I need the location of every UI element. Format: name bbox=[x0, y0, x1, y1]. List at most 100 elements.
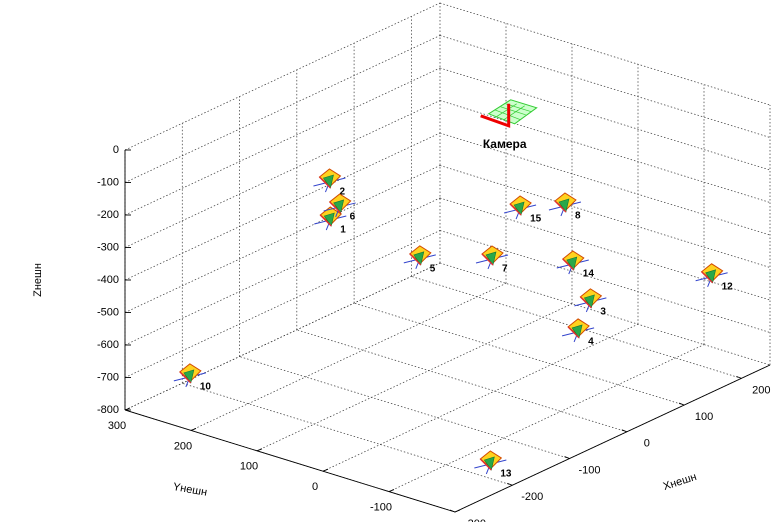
pose-marker bbox=[173, 363, 206, 388]
pose-cone bbox=[323, 212, 335, 227]
y-tick-label: -100 bbox=[370, 502, 392, 514]
x-tick-label: -100 bbox=[579, 464, 601, 476]
pose-marker bbox=[574, 288, 607, 313]
x-tick-label: 100 bbox=[695, 411, 713, 423]
z-tick-label: -300 bbox=[97, 241, 119, 253]
pose-axis bbox=[409, 253, 422, 266]
pose-marker bbox=[503, 195, 537, 220]
pose-marker bbox=[474, 450, 507, 475]
pose-label: 5 bbox=[430, 264, 436, 275]
z-tick-label: -700 bbox=[97, 371, 119, 383]
grid-line bbox=[296, 329, 627, 433]
grid-line bbox=[124, 230, 441, 378]
pose-marker bbox=[403, 245, 436, 270]
z-tick-label: -800 bbox=[97, 404, 119, 416]
x-tick-label: 0 bbox=[644, 438, 650, 450]
camera-label: Камера bbox=[483, 137, 527, 151]
camera-grid bbox=[500, 106, 526, 116]
x-tick bbox=[449, 509, 456, 513]
pose-label: 10 bbox=[200, 382, 212, 393]
pose-cone bbox=[485, 251, 497, 266]
pose-axis bbox=[479, 458, 492, 471]
grid-line bbox=[256, 303, 573, 452]
pose-axis bbox=[509, 203, 522, 216]
pose-marker bbox=[556, 250, 589, 275]
pose-label: 15 bbox=[530, 214, 542, 225]
pose-cone bbox=[571, 324, 583, 339]
grid-line bbox=[439, 35, 771, 138]
pose-cone bbox=[558, 198, 570, 213]
pose-axis bbox=[701, 271, 714, 284]
z-axis-label: Zнешн bbox=[32, 263, 44, 297]
z-tick-label: -500 bbox=[97, 306, 119, 318]
pose-cone bbox=[566, 256, 578, 271]
grid-line bbox=[124, 35, 441, 183]
grid-line bbox=[439, 262, 771, 366]
pose-label: 3 bbox=[600, 307, 606, 318]
pose-marker bbox=[548, 192, 582, 217]
grid-line bbox=[439, 100, 771, 203]
grid-line bbox=[124, 100, 441, 248]
grid-line bbox=[124, 262, 441, 411]
pose-label: 12 bbox=[722, 281, 734, 292]
pose-cone bbox=[183, 369, 195, 384]
pose-cone bbox=[333, 199, 345, 214]
grid-line bbox=[439, 230, 771, 333]
pose-axis bbox=[179, 371, 192, 384]
pose-label: 14 bbox=[583, 269, 595, 280]
grid-line bbox=[124, 165, 441, 313]
pose-axis bbox=[319, 214, 332, 227]
x-tick-label: -300 bbox=[464, 518, 486, 522]
pose-cone bbox=[483, 456, 495, 471]
camera-axes bbox=[480, 103, 511, 128]
grid-line bbox=[124, 132, 441, 281]
camera-grid bbox=[494, 103, 517, 119]
y-tick bbox=[256, 448, 263, 452]
y-tick bbox=[124, 407, 131, 411]
pose-axis bbox=[329, 201, 342, 214]
grid-line bbox=[439, 2, 771, 106]
y-tick-label: 200 bbox=[174, 440, 192, 452]
pose-label: 4 bbox=[588, 337, 594, 348]
pose-label: 8 bbox=[575, 211, 581, 222]
y-tick-label: 300 bbox=[108, 420, 126, 432]
grid-line bbox=[439, 67, 771, 171]
z-tick-label: -200 bbox=[97, 209, 119, 221]
y-tick bbox=[454, 509, 461, 513]
pose-cone bbox=[513, 201, 525, 216]
grid-line bbox=[124, 197, 441, 346]
x-tick-label: -200 bbox=[521, 491, 543, 503]
z-tick-label: -600 bbox=[97, 339, 119, 351]
x-axis bbox=[454, 364, 771, 513]
pose-marker bbox=[475, 245, 509, 270]
y-axis-label: Yнешн bbox=[172, 481, 208, 499]
pose-cone bbox=[583, 294, 595, 309]
x-tick bbox=[507, 482, 513, 486]
pose-label: 13 bbox=[500, 469, 512, 480]
pose-marker bbox=[314, 206, 347, 231]
y-tick-label: 0 bbox=[312, 481, 318, 493]
grid-line bbox=[353, 302, 685, 406]
x-tick bbox=[678, 402, 685, 406]
z-tick-label: -400 bbox=[97, 274, 119, 286]
pose-axis bbox=[481, 253, 494, 266]
grid-line bbox=[439, 165, 771, 268]
grid-line bbox=[439, 132, 771, 236]
pose-label: 7 bbox=[502, 264, 508, 275]
pose-label: 6 bbox=[350, 212, 356, 223]
pose-cone bbox=[413, 251, 425, 266]
grid-line bbox=[124, 2, 441, 151]
grid-line bbox=[239, 356, 570, 459]
pose-marker bbox=[561, 318, 595, 343]
pose-cone bbox=[705, 269, 717, 284]
x-tick bbox=[564, 456, 570, 459]
pose-label: 1 bbox=[340, 225, 346, 236]
grid-line bbox=[124, 67, 441, 216]
pose-marker bbox=[313, 168, 346, 193]
pose-cone bbox=[322, 174, 334, 189]
x-tick bbox=[736, 375, 742, 379]
y-axis bbox=[124, 409, 456, 513]
pose-axis bbox=[554, 200, 567, 213]
y-tick-label: 100 bbox=[240, 461, 258, 473]
